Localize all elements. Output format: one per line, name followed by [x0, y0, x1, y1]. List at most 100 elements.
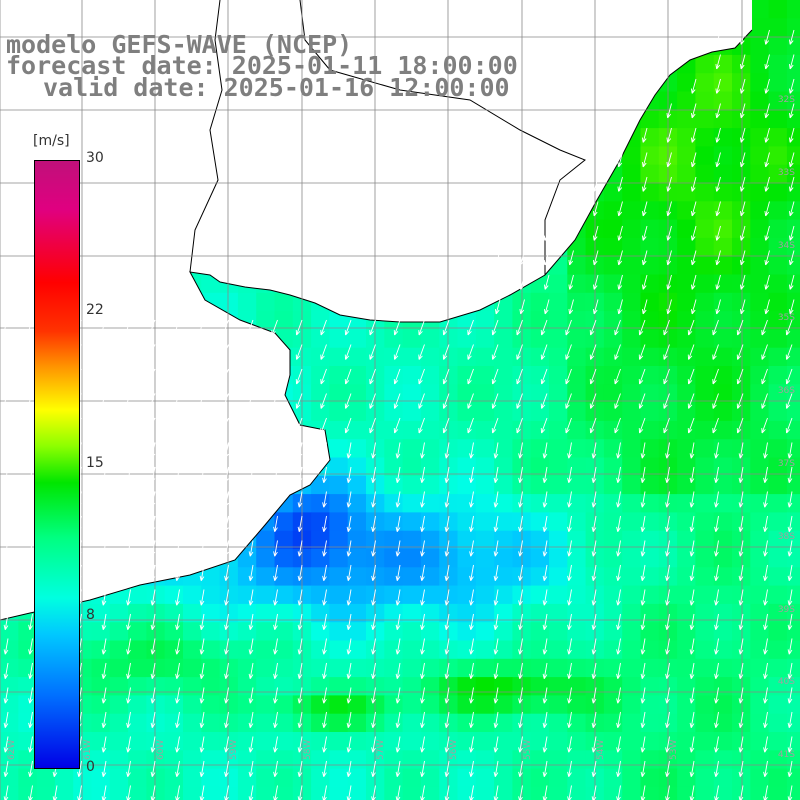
wind-arrow — [738, 466, 744, 484]
wind-cell — [384, 512, 404, 532]
wind-arrow — [469, 711, 474, 729]
wind-arrow — [418, 319, 425, 336]
wind-arrow — [469, 760, 474, 778]
wind-cell — [549, 311, 568, 330]
wind-cell — [732, 512, 751, 532]
wind-cell — [695, 292, 715, 312]
wind-cell — [237, 786, 257, 800]
wind-arrow — [3, 589, 9, 606]
wind-arrow — [369, 319, 376, 336]
wind-cell — [567, 622, 587, 642]
wind-cell — [439, 549, 459, 568]
wind-arrow — [567, 442, 572, 459]
wind-arrow — [689, 736, 695, 753]
wind-arrow — [617, 176, 623, 192]
wind-arrow — [763, 540, 768, 557]
wind-cell — [274, 658, 294, 678]
wind-cell — [732, 128, 751, 147]
wind-arrow — [28, 711, 33, 729]
wind-arrow — [420, 466, 425, 484]
wind-arrow — [199, 564, 205, 582]
wind-arrow — [344, 319, 352, 336]
wind-cell — [750, 622, 770, 642]
wind-cell — [677, 768, 696, 788]
wind-arrow — [738, 540, 744, 557]
wind-cell — [201, 695, 221, 715]
wind-arrow — [739, 127, 746, 143]
wind-cell — [164, 658, 184, 678]
wind-arrow — [567, 515, 572, 533]
wind-cell — [549, 402, 568, 422]
wind-cell — [329, 384, 349, 404]
wind-cell — [420, 585, 440, 605]
wind-cell — [347, 750, 367, 770]
wind-cell — [549, 750, 568, 770]
wind-arrow — [344, 368, 352, 385]
wind-cell — [750, 146, 770, 166]
wind-arrow — [420, 564, 425, 582]
wind-cell — [256, 786, 276, 800]
wind-cell — [640, 384, 660, 404]
wind-cell — [732, 640, 751, 660]
wind-cell — [0, 768, 19, 788]
wind-cell — [494, 475, 513, 495]
wind-cell — [622, 256, 642, 276]
wind-arrow — [469, 491, 474, 508]
wind-arrow — [591, 760, 597, 778]
wind-cell — [183, 585, 202, 605]
wind-cell — [475, 567, 495, 587]
wind-arrow — [715, 274, 721, 290]
wind-cell — [219, 786, 239, 800]
wind-arrow — [126, 564, 131, 582]
wind-arrow — [371, 589, 376, 606]
wind-arrow — [344, 417, 352, 434]
wind-cell — [732, 420, 751, 440]
wind-arrow — [273, 540, 278, 557]
wind-cell — [311, 768, 330, 788]
wind-cell — [768, 128, 788, 147]
wind-cell — [0, 786, 19, 800]
wind-arrow — [248, 785, 254, 800]
wind-cell — [640, 603, 660, 623]
wind-arrow — [714, 613, 719, 631]
wind-arrow — [787, 760, 793, 778]
wind-arrow — [761, 393, 768, 409]
wind-arrow — [124, 319, 131, 336]
wind-cell — [91, 786, 111, 800]
wind-cell — [347, 402, 367, 422]
wind-cell — [622, 585, 642, 605]
colorbar-tick-15: 15 — [86, 455, 104, 471]
wind-cell — [768, 640, 788, 660]
wind-cell — [494, 603, 513, 623]
wind-arrow — [442, 344, 450, 360]
wind-cell — [640, 457, 660, 477]
wind-cell — [366, 475, 385, 495]
wind-cell — [603, 420, 623, 440]
wind-arrow — [567, 589, 572, 606]
wind-arrow — [77, 760, 82, 778]
wind-cell — [622, 457, 642, 477]
wind-cell — [311, 713, 330, 733]
wind-arrow — [565, 344, 572, 360]
wind-cell — [329, 347, 349, 367]
wind-cell — [567, 732, 587, 751]
wind-arrow — [690, 78, 697, 94]
lat-label: 41S — [778, 750, 795, 760]
wind-arrow — [689, 760, 695, 778]
wind-arrow — [469, 662, 474, 680]
wind-arrow — [689, 466, 695, 484]
wind-cell — [329, 640, 349, 660]
wind-arrow — [666, 103, 672, 119]
wind-cell — [347, 622, 367, 642]
wind-arrow — [638, 319, 646, 336]
wind-arrow — [52, 785, 58, 800]
wind-arrow — [395, 540, 401, 557]
wind-cell — [750, 695, 770, 715]
wind-cell — [549, 347, 568, 367]
wind-arrow — [614, 417, 621, 434]
wind-cell — [768, 0, 788, 19]
wind-cell — [732, 603, 751, 623]
wind-arrow — [491, 344, 499, 360]
wind-cell — [695, 439, 715, 459]
